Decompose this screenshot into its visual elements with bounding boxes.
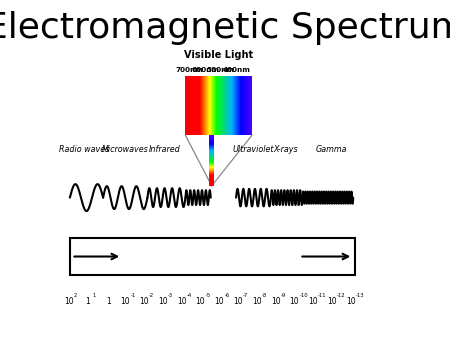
Text: 10: 10: [177, 297, 186, 306]
Text: 1: 1: [86, 297, 90, 306]
Text: -5: -5: [206, 293, 211, 298]
Text: WAVELENGTH (meters): WAVELENGTH (meters): [158, 251, 292, 262]
Text: 10: 10: [139, 297, 149, 306]
Bar: [70, 238, 355, 275]
Text: -9: -9: [281, 293, 286, 298]
Text: -7: -7: [243, 293, 248, 298]
Text: -8: -8: [262, 293, 267, 298]
Text: -13: -13: [356, 293, 364, 298]
Text: 10: 10: [233, 297, 243, 306]
Text: 10: 10: [346, 297, 356, 306]
Text: 2: 2: [74, 293, 77, 298]
Text: LONGER: LONGER: [75, 251, 122, 262]
Text: 500nm: 500nm: [207, 67, 235, 73]
Text: 10: 10: [214, 297, 224, 306]
Text: 10: 10: [327, 297, 337, 306]
Text: 600nm: 600nm: [191, 67, 219, 73]
Text: 10: 10: [64, 297, 74, 306]
Text: 1: 1: [107, 297, 112, 306]
Text: Gamma: Gamma: [315, 145, 347, 154]
Text: 10: 10: [121, 297, 130, 306]
Text: -3: -3: [168, 293, 173, 298]
Text: Microwaves: Microwaves: [102, 145, 148, 154]
Text: -6: -6: [224, 293, 230, 298]
Text: 10: 10: [196, 297, 205, 306]
Text: 1: 1: [93, 293, 96, 298]
Text: Radio waves: Radio waves: [59, 145, 109, 154]
Text: -2: -2: [149, 293, 154, 298]
Text: Infrared: Infrared: [149, 145, 181, 154]
Text: Electromagnetic Spectrum: Electromagnetic Spectrum: [0, 11, 450, 45]
Text: X-rays: X-rays: [274, 145, 298, 154]
Text: -12: -12: [337, 293, 346, 298]
Text: Ultraviolet: Ultraviolet: [232, 145, 274, 154]
Text: -10: -10: [299, 293, 308, 298]
Text: 700nm: 700nm: [176, 67, 203, 73]
Text: -11: -11: [318, 293, 327, 298]
Text: Visible Light: Visible Light: [184, 50, 253, 59]
Text: 10: 10: [252, 297, 261, 306]
Text: -4: -4: [187, 293, 192, 298]
Text: 10: 10: [158, 297, 168, 306]
Text: SHORTER: SHORTER: [299, 251, 354, 262]
Text: 10: 10: [308, 297, 318, 306]
Text: 400nm: 400nm: [223, 67, 251, 73]
Text: 10: 10: [271, 297, 280, 306]
Text: 10: 10: [289, 297, 299, 306]
Text: -1: -1: [130, 293, 135, 298]
